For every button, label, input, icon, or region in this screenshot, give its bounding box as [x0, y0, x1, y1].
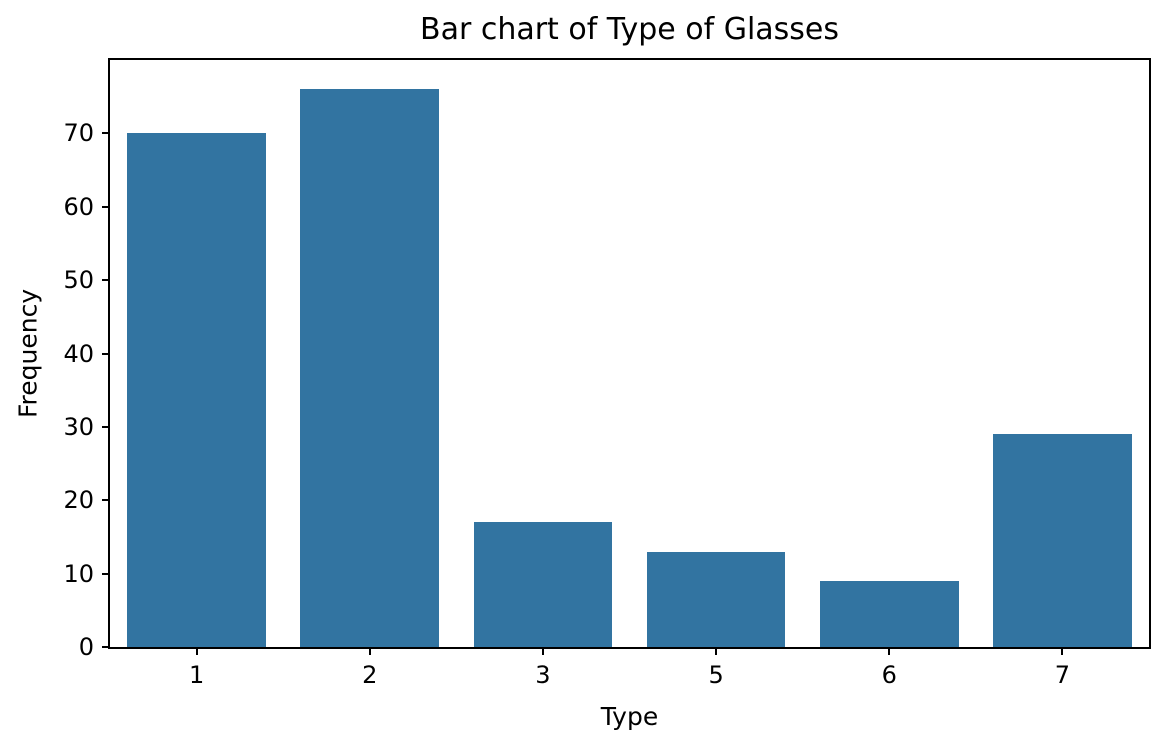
x-axis-label: Type	[600, 702, 659, 731]
y-tick-mark-50	[102, 279, 110, 282]
y-tick-mark-10	[102, 572, 110, 575]
y-tick-mark-40	[102, 352, 110, 355]
x-tick-label-3: 3	[535, 661, 551, 689]
bar-type-5	[646, 551, 786, 647]
y-tick-label-40: 40	[63, 339, 94, 368]
x-tick-mark-7	[1061, 647, 1064, 655]
x-tick-label-7: 7	[1054, 661, 1071, 689]
x-tick-label-1: 1	[188, 661, 205, 689]
y-tick-mark-70	[102, 132, 110, 135]
y-tick-mark-30	[102, 425, 110, 428]
y-axis-label: Frequency	[13, 288, 43, 419]
x-tick-mark-5	[715, 647, 718, 655]
y-tick-label-50: 50	[63, 266, 94, 295]
x-tick-mark-6	[888, 647, 891, 655]
plot-area: 0 10 20 30 40 50 60 70 1 2 3 5 6 7	[63, 58, 1151, 687]
y-tick-label-0: 0	[78, 633, 94, 661]
bar-type-7	[993, 434, 1132, 647]
y-tick-mark-20	[102, 499, 110, 502]
bar-type-2	[300, 89, 439, 647]
x-tick-mark-2	[368, 647, 371, 655]
y-tick-label-10: 10	[63, 559, 94, 588]
chart-title: Bar chart of Type of Glasses	[419, 12, 840, 47]
x-tick-mark-1	[195, 647, 198, 655]
y-tick-label-20: 20	[63, 486, 94, 515]
y-tick-label-30: 30	[63, 412, 94, 441]
x-tick-label-2: 2	[362, 661, 378, 689]
bar-type-3	[473, 522, 613, 647]
y-tick-label-70: 70	[63, 119, 94, 148]
x-tick-label-5: 5	[708, 661, 724, 689]
y-tick-mark-0	[102, 646, 110, 648]
bar-type-6	[819, 580, 959, 647]
y-tick-label-60: 60	[63, 192, 94, 221]
bar-type-1	[127, 133, 266, 647]
x-tick-label-6: 6	[881, 661, 897, 689]
x-tick-mark-3	[541, 647, 544, 655]
y-tick-mark-60	[102, 205, 110, 208]
